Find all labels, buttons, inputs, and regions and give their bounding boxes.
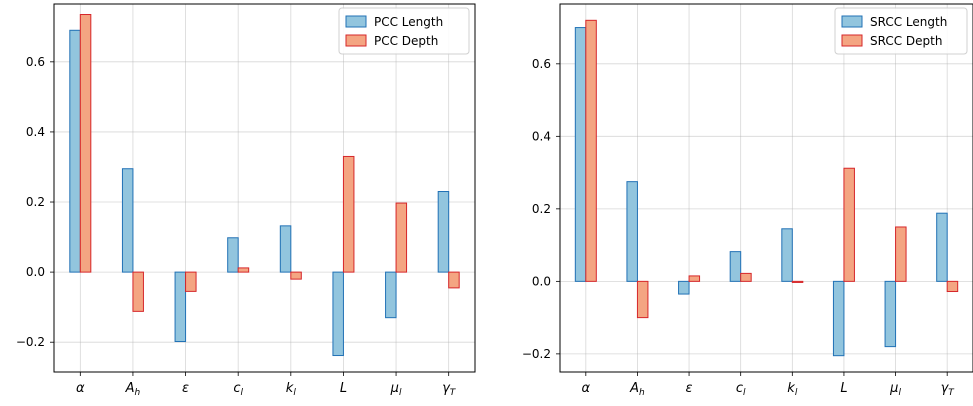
pcc-bar-length [121, 168, 134, 273]
srcc-xtick-label: L [840, 381, 847, 396]
srcc-ytick-label: 0.6 [532, 57, 551, 71]
srcc-bar-length [936, 212, 948, 282]
srcc-bar-length [626, 181, 638, 282]
srcc-xtick-label: kl [787, 381, 798, 398]
srcc-legend-swatch-length [841, 15, 863, 28]
pcc-bar-length [332, 271, 344, 357]
srcc-ytick-label: 0.4 [532, 129, 551, 143]
pcc-bar-depth [290, 271, 302, 280]
srcc-xtick-label: α [582, 381, 591, 396]
pcc-bar-depth [185, 271, 197, 292]
srcc-bar-depth [895, 226, 907, 282]
srcc-xtick-label: cl [736, 381, 746, 398]
srcc-bar-depth [843, 167, 855, 282]
srcc-xtick-label: Ah [629, 381, 645, 398]
pcc-bar-length [69, 29, 81, 273]
srcc-bar-length [574, 27, 587, 282]
pcc-xtick-label: ε [182, 381, 189, 396]
pcc-bar-depth [448, 271, 460, 289]
pcc-legend-label: PCC Length [374, 15, 443, 29]
srcc-xtick-label: μl [889, 381, 901, 398]
srcc-bar-length [832, 280, 845, 357]
pcc-xtick-label: kl [286, 381, 297, 398]
srcc-bar-depth [946, 280, 959, 293]
pcc-bar-length [437, 191, 450, 273]
srcc-bar-length [729, 251, 742, 282]
pcc-bar-length [385, 271, 397, 319]
pcc-legend-swatch-length [345, 15, 367, 28]
srcc-bar-depth [636, 280, 649, 319]
pcc-bar-length [279, 225, 292, 273]
pcc-bar-depth [342, 155, 355, 273]
pcc-ytick-label: 0.6 [26, 55, 45, 69]
srcc-plot-frame [559, 3, 973, 373]
srcc-legend-box [834, 7, 968, 55]
pcc-ytick-label: 0.0 [26, 265, 45, 279]
srcc-xtick-label: γT [941, 381, 956, 398]
pcc-bar-length [227, 237, 239, 273]
pcc-plot-frame [53, 3, 476, 373]
srcc-legend: SRCC Length SRCC Depth [834, 7, 968, 55]
srcc-legend-label: SRCC Length [870, 15, 947, 29]
srcc-ytick-label: 0.2 [532, 202, 551, 216]
srcc-ytick-label: 0.0 [532, 274, 551, 288]
pcc-xtick-label: Ah [125, 381, 141, 398]
pcc-bar-depth [79, 14, 92, 273]
srcc-bar-length [884, 280, 897, 348]
pcc-xtick-label: μl [390, 381, 402, 398]
srcc-bar-depth [740, 272, 752, 282]
srcc-ytick-label: −0.2 [522, 347, 551, 361]
srcc-bar-depth [791, 280, 804, 283]
pcc-legend: PCC Length PCC Depth [338, 7, 470, 55]
pcc-xtick-label: L [340, 381, 347, 396]
pcc-ytick-label: −0.2 [16, 335, 45, 349]
srcc-legend-swatch-depth [841, 34, 863, 47]
srcc-bar-length [678, 280, 690, 295]
pcc-ytick-label: 0.4 [26, 125, 45, 139]
srcc-legend-label: SRCC Depth [870, 34, 942, 48]
srcc-bar-depth [585, 19, 597, 282]
pcc-bar-depth [132, 271, 144, 312]
pcc-bar-depth [237, 267, 250, 273]
pcc-legend-box [338, 7, 470, 55]
pcc-bar-depth [395, 202, 408, 273]
srcc-bar-length [781, 228, 793, 282]
pcc-legend-label: PCC Depth [374, 34, 438, 48]
pcc-xtick-label: γT [442, 381, 457, 398]
pcc-xtick-label: α [76, 381, 85, 396]
pcc-legend-swatch-depth [345, 34, 367, 47]
srcc-xtick-label: ε [686, 381, 693, 396]
pcc-xtick-label: cl [233, 381, 243, 398]
srcc-bar-depth [688, 275, 701, 282]
pcc-ytick-label: 0.2 [26, 195, 45, 209]
pcc-bar-length [174, 271, 187, 343]
